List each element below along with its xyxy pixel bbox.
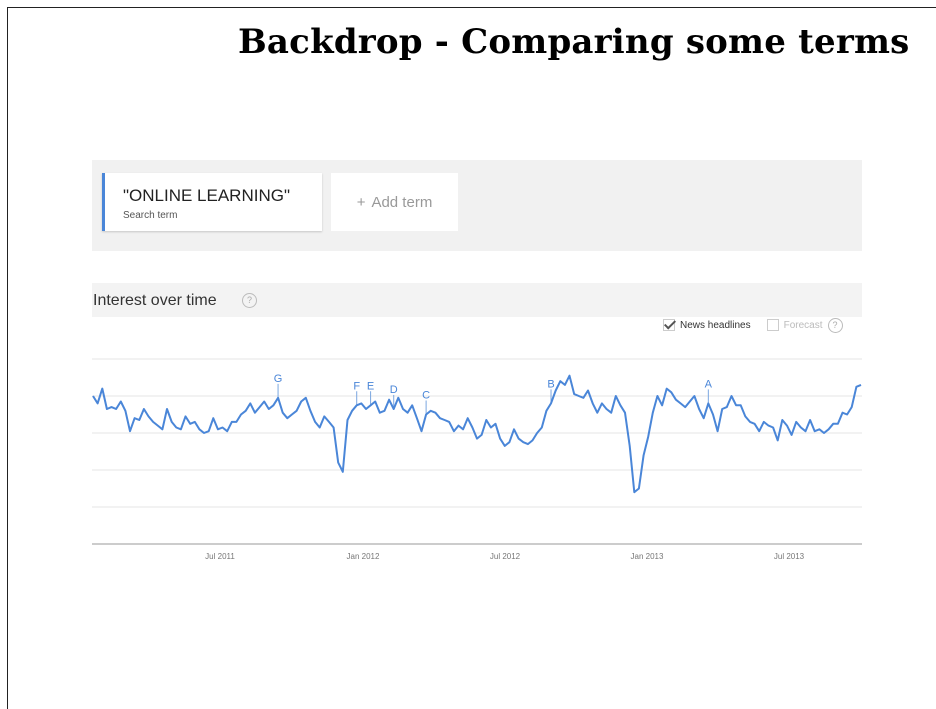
add-term-label: Add term (371, 193, 433, 211)
forecast-checkbox[interactable] (766, 319, 779, 331)
search-term-caption: Search term (123, 210, 178, 221)
annotation-marker[interactable]: D (390, 384, 398, 396)
x-tick-label: Jan 2013 (631, 552, 664, 561)
slide-title: Backdrop - Comparing some terms (238, 22, 910, 62)
annotation-marker[interactable]: A (705, 378, 713, 390)
chart-options: News headlines Forecast ? (663, 317, 843, 333)
series-line (92, 374, 862, 494)
annotation-marker[interactable]: C (422, 390, 430, 402)
section-title: Interest over time (93, 292, 217, 309)
help-icon[interactable]: ? (242, 293, 257, 308)
search-term-card[interactable]: "ONLINE LEARNING" Search term (102, 173, 322, 231)
news-headlines-label: News headlines (680, 319, 751, 331)
x-tick-label: Jan 2012 (347, 552, 380, 561)
x-tick-label: Jul 2012 (490, 552, 521, 561)
x-tick-label: Jul 2013 (774, 552, 805, 561)
annotation-marker[interactable]: B (547, 378, 554, 390)
plus-icon: + (356, 193, 366, 211)
search-term-name: "ONLINE LEARNING" (123, 186, 290, 205)
slide-frame (7, 7, 936, 709)
forecast-help-icon[interactable]: ? (827, 317, 843, 333)
x-tick-label: Jul 2011 (205, 552, 235, 561)
interest-over-time-header: Interest over time ? (92, 283, 862, 317)
annotation-marker[interactable]: E (367, 380, 374, 392)
forecast-label: Forecast (783, 319, 823, 331)
interest-chart: Jul 2011 Jan 2012 Jul 2012 Jan 2013 Jul 2013… (92, 358, 862, 561)
news-headlines-checkbox[interactable] (663, 319, 675, 331)
annotation-marker[interactable]: G (274, 373, 283, 385)
annotation-marker[interactable]: F (353, 380, 360, 392)
add-term-button[interactable]: + Add term (331, 173, 458, 231)
